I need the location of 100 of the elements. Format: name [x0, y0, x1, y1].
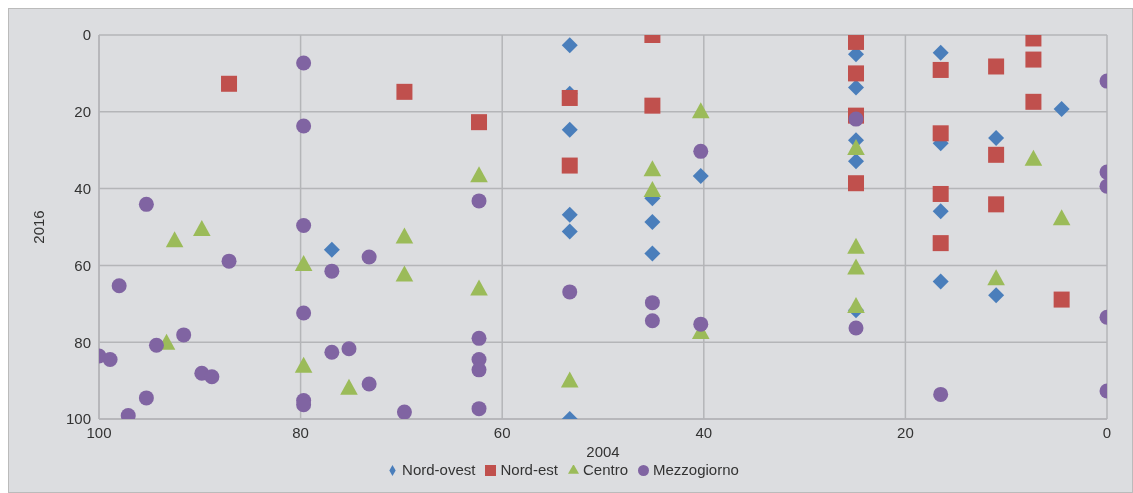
point: [560, 371, 579, 388]
point: [340, 378, 358, 395]
point: [932, 273, 949, 290]
point: [471, 114, 488, 131]
point: [644, 313, 660, 329]
point: [296, 217, 312, 233]
point: [693, 316, 709, 332]
point: [323, 241, 340, 258]
point: [296, 118, 312, 134]
point: [848, 65, 865, 82]
point: [561, 121, 578, 138]
y-tick-label: 40: [74, 179, 91, 197]
point: [148, 337, 164, 353]
point: [848, 320, 864, 336]
point: [643, 160, 662, 177]
point: [644, 245, 661, 262]
point: [1052, 209, 1071, 226]
point: [165, 231, 184, 248]
point: [471, 401, 487, 417]
point: [396, 83, 413, 100]
point: [470, 279, 488, 296]
point: [470, 166, 488, 183]
point: [294, 255, 313, 272]
point: [341, 341, 357, 357]
point: [561, 89, 578, 106]
point: [847, 258, 865, 275]
point: [932, 185, 949, 202]
point: [692, 167, 709, 184]
point: [933, 386, 949, 402]
legend-label: Centro: [582, 461, 629, 478]
point: [932, 203, 949, 220]
x-tick-label: 40: [695, 423, 713, 441]
point: [396, 404, 412, 419]
y-tick-label: 0: [82, 26, 91, 44]
point: [1053, 291, 1070, 308]
y-axis-title: 2016: [30, 210, 48, 244]
point: [988, 287, 1005, 304]
point: [988, 196, 1005, 213]
point: [1025, 93, 1042, 110]
point: [643, 180, 662, 197]
point: [1025, 51, 1042, 68]
point: [932, 61, 949, 78]
point: [138, 196, 154, 212]
point: [644, 214, 661, 231]
point: [644, 97, 661, 114]
x-axis-title: 2004: [586, 443, 620, 460]
point: [932, 125, 949, 142]
point: [848, 175, 865, 192]
y-tick-label: 60: [74, 256, 91, 274]
x-tick-label: 80: [292, 423, 309, 441]
y-tick-label: 80: [74, 333, 91, 351]
point: [1024, 149, 1043, 166]
point: [561, 223, 578, 240]
point: [204, 369, 220, 385]
point: [932, 44, 949, 61]
legend-label: Nord-ovest: [402, 461, 476, 478]
point: [176, 327, 192, 343]
point: [562, 284, 578, 300]
point: [471, 193, 487, 209]
point: [848, 153, 865, 170]
point: [561, 157, 578, 174]
point: [988, 129, 1005, 146]
point: [361, 249, 377, 265]
point: [644, 295, 660, 311]
point: [988, 58, 1005, 75]
point: [395, 265, 414, 282]
point: [847, 296, 865, 313]
point: [296, 305, 312, 321]
point: [848, 35, 865, 50]
point: [296, 55, 312, 71]
point: [221, 75, 238, 92]
point: [138, 390, 154, 406]
point: [691, 102, 710, 119]
point: [1053, 101, 1070, 118]
point: [848, 79, 865, 96]
legend-label: Nord-est: [500, 461, 558, 478]
point: [561, 206, 578, 223]
point: [471, 330, 487, 346]
point: [361, 376, 377, 392]
point: [987, 269, 1005, 286]
point: [324, 263, 340, 279]
x-tick-label: 20: [897, 423, 914, 441]
point: [988, 146, 1005, 163]
point: [848, 111, 864, 127]
point: [294, 356, 313, 373]
point: [193, 220, 211, 237]
point: [111, 278, 127, 294]
point: [847, 139, 865, 156]
point: [561, 37, 578, 54]
point: [395, 227, 414, 244]
y-tick-label: 20: [74, 103, 91, 121]
point: [693, 143, 709, 159]
point: [932, 235, 949, 252]
legend-label: Mezzogiorno: [653, 461, 739, 478]
x-tick-label: 60: [493, 423, 511, 441]
point: [102, 351, 118, 367]
point: [847, 237, 865, 254]
point: [221, 253, 237, 269]
point: [324, 344, 340, 360]
point: [471, 362, 487, 378]
